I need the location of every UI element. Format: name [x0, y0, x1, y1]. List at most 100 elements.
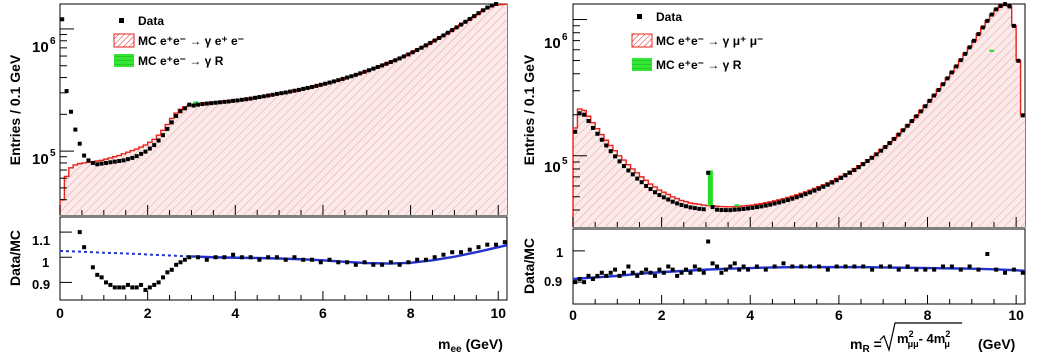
ratio-point: [994, 267, 999, 272]
ratio-point: [371, 262, 376, 267]
data-point: [715, 207, 720, 212]
ratio-point: [692, 264, 697, 269]
data-point: [772, 201, 777, 206]
data-point: [314, 83, 319, 88]
right-ytick-1e6-exp: 6: [562, 32, 568, 43]
right-chart: Entries / 0.1 GeV Data/MC 10 6 10 5 1 0.…: [521, 2, 1026, 355]
ratio-point: [621, 270, 626, 275]
ratio-point: [283, 257, 288, 262]
ratio-point: [117, 285, 122, 290]
data-point: [485, 5, 490, 10]
data-point: [586, 118, 591, 123]
data-point: [458, 22, 463, 27]
ratio-point: [958, 267, 963, 272]
data-point: [994, 7, 999, 12]
data-point: [626, 168, 631, 173]
right-legend-mc-label: MC e⁺e⁻ → γ μ⁺ μ⁻: [656, 34, 763, 48]
ratio-point: [423, 257, 428, 262]
ratio-point: [95, 272, 100, 277]
ratio-point: [701, 270, 706, 275]
left-ytick-1e5-exp: 5: [50, 148, 56, 159]
left-xtick-labels: 0 2 4 6 8 10: [56, 305, 506, 321]
data-point: [60, 17, 65, 22]
data-point: [139, 151, 144, 156]
data-point: [349, 74, 354, 79]
data-point: [467, 16, 472, 21]
right-ratio-ylabel: Data/MC: [521, 238, 537, 294]
right-ratio-ytick-0.9: 0.9: [544, 274, 562, 289]
data-point: [768, 202, 773, 207]
data-point: [732, 207, 737, 212]
ratio-point: [887, 264, 892, 269]
right-ytick-1e5: 10: [544, 159, 561, 176]
data-point: [883, 144, 888, 149]
left-xlabel: mee (GeV): [438, 336, 503, 355]
ratio-point: [661, 270, 666, 275]
left-ratio-ytick-0.9: 0.9: [32, 277, 50, 292]
data-point: [274, 91, 279, 96]
data-point: [852, 168, 857, 173]
ratio-point: [746, 267, 751, 272]
xtick-label: 8: [924, 307, 932, 323]
data-point: [670, 199, 675, 204]
ratio-point: [362, 260, 367, 265]
data-point: [104, 160, 109, 165]
data-point: [147, 146, 152, 151]
data-point: [577, 111, 582, 116]
data-point: [178, 109, 183, 114]
ratio-point: [231, 252, 236, 257]
ratio-point: [976, 267, 981, 272]
right-ratio-plot: [572, 239, 1026, 304]
ratio-point: [825, 267, 830, 272]
data-point: [675, 201, 680, 206]
ratio-point: [152, 282, 157, 287]
xtick-label: 4: [231, 305, 239, 321]
data-point: [657, 193, 662, 198]
data-point: [967, 45, 972, 50]
ratio-point: [187, 255, 192, 260]
data-point: [830, 180, 835, 185]
right-legend-data-label: Data: [656, 10, 682, 24]
left-main-plot: [59, 2, 507, 215]
data-point: [213, 100, 218, 105]
ratio-point: [485, 242, 490, 247]
ratio-point: [675, 273, 680, 278]
data-point: [82, 153, 87, 158]
data-point: [384, 61, 389, 66]
data-point: [200, 102, 205, 107]
data-point: [143, 149, 148, 154]
right-legend-mc-swatch: [631, 33, 653, 48]
data-point: [95, 162, 100, 167]
data-point: [476, 11, 481, 16]
data-point: [428, 40, 433, 45]
data-point: [812, 188, 817, 193]
ratio-point: [728, 264, 733, 269]
data-point: [1011, 23, 1016, 28]
data-point: [463, 19, 468, 24]
data-point: [648, 187, 653, 192]
ratio-point: [577, 277, 582, 281]
ratio-point: [985, 252, 990, 256]
data-point: [980, 25, 985, 30]
xtick-label: 4: [746, 307, 754, 323]
ratio-point: [292, 255, 297, 260]
data-point: [976, 32, 981, 37]
data-point: [790, 196, 795, 201]
data-point: [301, 86, 306, 91]
ratio-point: [923, 267, 928, 272]
data-point: [494, 2, 499, 6]
data-point: [419, 45, 424, 50]
ratio-point: [710, 261, 715, 266]
ratio-point: [196, 255, 201, 260]
data-point: [918, 109, 923, 114]
data-point: [644, 183, 649, 188]
ratio-point: [670, 267, 675, 272]
ratio-point: [590, 277, 595, 281]
data-point: [353, 72, 358, 77]
data-point: [613, 154, 618, 159]
fit-line-dashed: [59, 249, 192, 258]
mc-hist-line: [59, 3, 507, 215]
ratio-point: [99, 275, 104, 280]
ratio-point: [147, 285, 152, 290]
